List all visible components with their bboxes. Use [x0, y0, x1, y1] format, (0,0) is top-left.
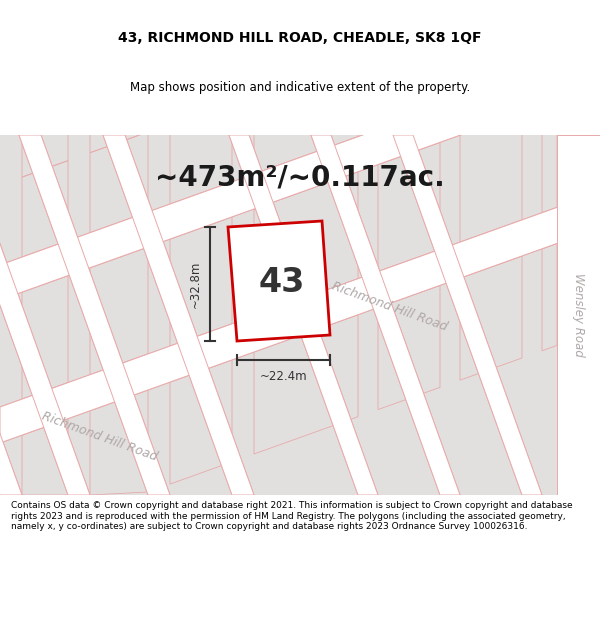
Text: Richmond Hill Road: Richmond Hill Road	[331, 280, 449, 334]
Polygon shape	[228, 221, 330, 341]
Polygon shape	[0, 135, 90, 495]
Polygon shape	[19, 135, 170, 495]
Polygon shape	[311, 135, 460, 495]
Text: ~32.8m: ~32.8m	[189, 260, 202, 308]
Text: Richmond Hill Road: Richmond Hill Road	[40, 410, 160, 464]
Text: 43, RICHMOND HILL ROAD, CHEADLE, SK8 1QF: 43, RICHMOND HILL ROAD, CHEADLE, SK8 1QF	[118, 31, 482, 45]
Polygon shape	[557, 135, 600, 495]
Polygon shape	[0, 135, 90, 495]
Text: Map shows position and indicative extent of the property.: Map shows position and indicative extent…	[130, 81, 470, 94]
Polygon shape	[229, 135, 378, 495]
Polygon shape	[19, 135, 170, 495]
Polygon shape	[0, 192, 600, 443]
Text: Contains OS data © Crown copyright and database right 2021. This information is : Contains OS data © Crown copyright and d…	[11, 501, 572, 531]
Polygon shape	[0, 50, 600, 300]
Polygon shape	[229, 135, 378, 495]
Polygon shape	[311, 135, 460, 495]
Text: ~473m²/~0.117ac.: ~473m²/~0.117ac.	[155, 163, 445, 191]
Polygon shape	[0, 50, 600, 300]
Text: 43: 43	[259, 266, 305, 299]
Polygon shape	[0, 135, 600, 495]
Polygon shape	[0, 192, 600, 443]
Text: ~22.4m: ~22.4m	[260, 370, 307, 383]
Text: Wensley Road: Wensley Road	[571, 273, 584, 357]
Polygon shape	[557, 135, 600, 495]
Polygon shape	[0, 135, 22, 495]
Polygon shape	[103, 135, 254, 495]
Polygon shape	[393, 135, 542, 495]
Polygon shape	[103, 135, 254, 495]
Polygon shape	[0, 135, 600, 495]
Polygon shape	[393, 135, 542, 495]
Polygon shape	[0, 135, 22, 495]
